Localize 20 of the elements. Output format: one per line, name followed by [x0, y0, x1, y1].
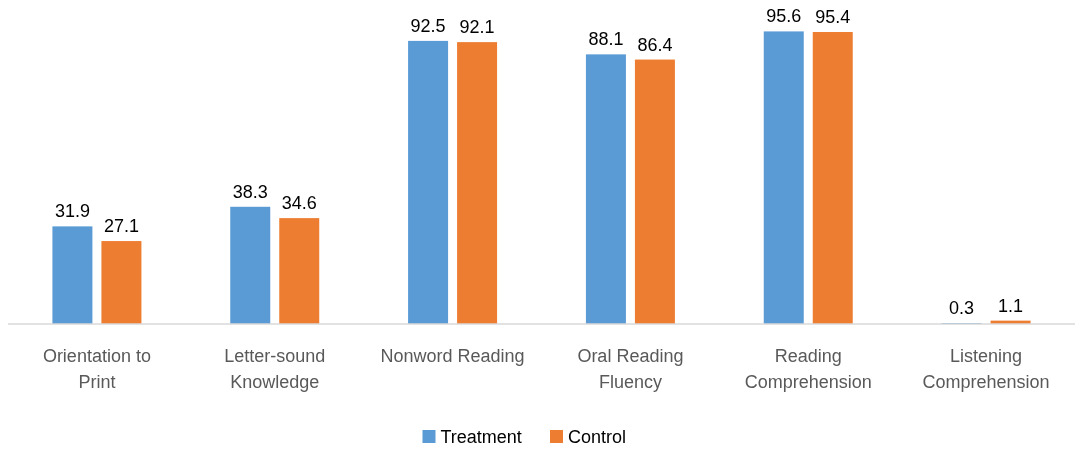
x-tick-label: Nonword Reading — [380, 346, 525, 366]
legend-label: Treatment — [440, 427, 522, 447]
x-tick-label: Listening Comprehension — [922, 346, 1050, 392]
data-label: 92.5 — [410, 15, 446, 36]
data-label: 92.1 — [459, 17, 495, 38]
x-tick-label: Oral Reading Fluency — [577, 346, 684, 392]
data-label: 88.1 — [588, 29, 624, 50]
data-label: 27.1 — [103, 216, 139, 237]
data-label: 31.9 — [54, 201, 90, 222]
data-label: 0.3 — [949, 298, 975, 319]
legend-label: Control — [568, 427, 627, 447]
data-label: 86.4 — [637, 34, 673, 55]
data-label: 95.4 — [815, 7, 851, 28]
data-label: 95.6 — [766, 6, 802, 27]
data-label: 1.1 — [998, 295, 1024, 316]
data-label: 38.3 — [232, 181, 268, 202]
x-tick-label: Letter-sound Knowledge — [224, 346, 326, 392]
x-tick-label: Orientation to Print — [42, 346, 151, 392]
x-tick-label: Reading Comprehension — [744, 346, 872, 392]
data-label: 34.6 — [281, 193, 317, 214]
